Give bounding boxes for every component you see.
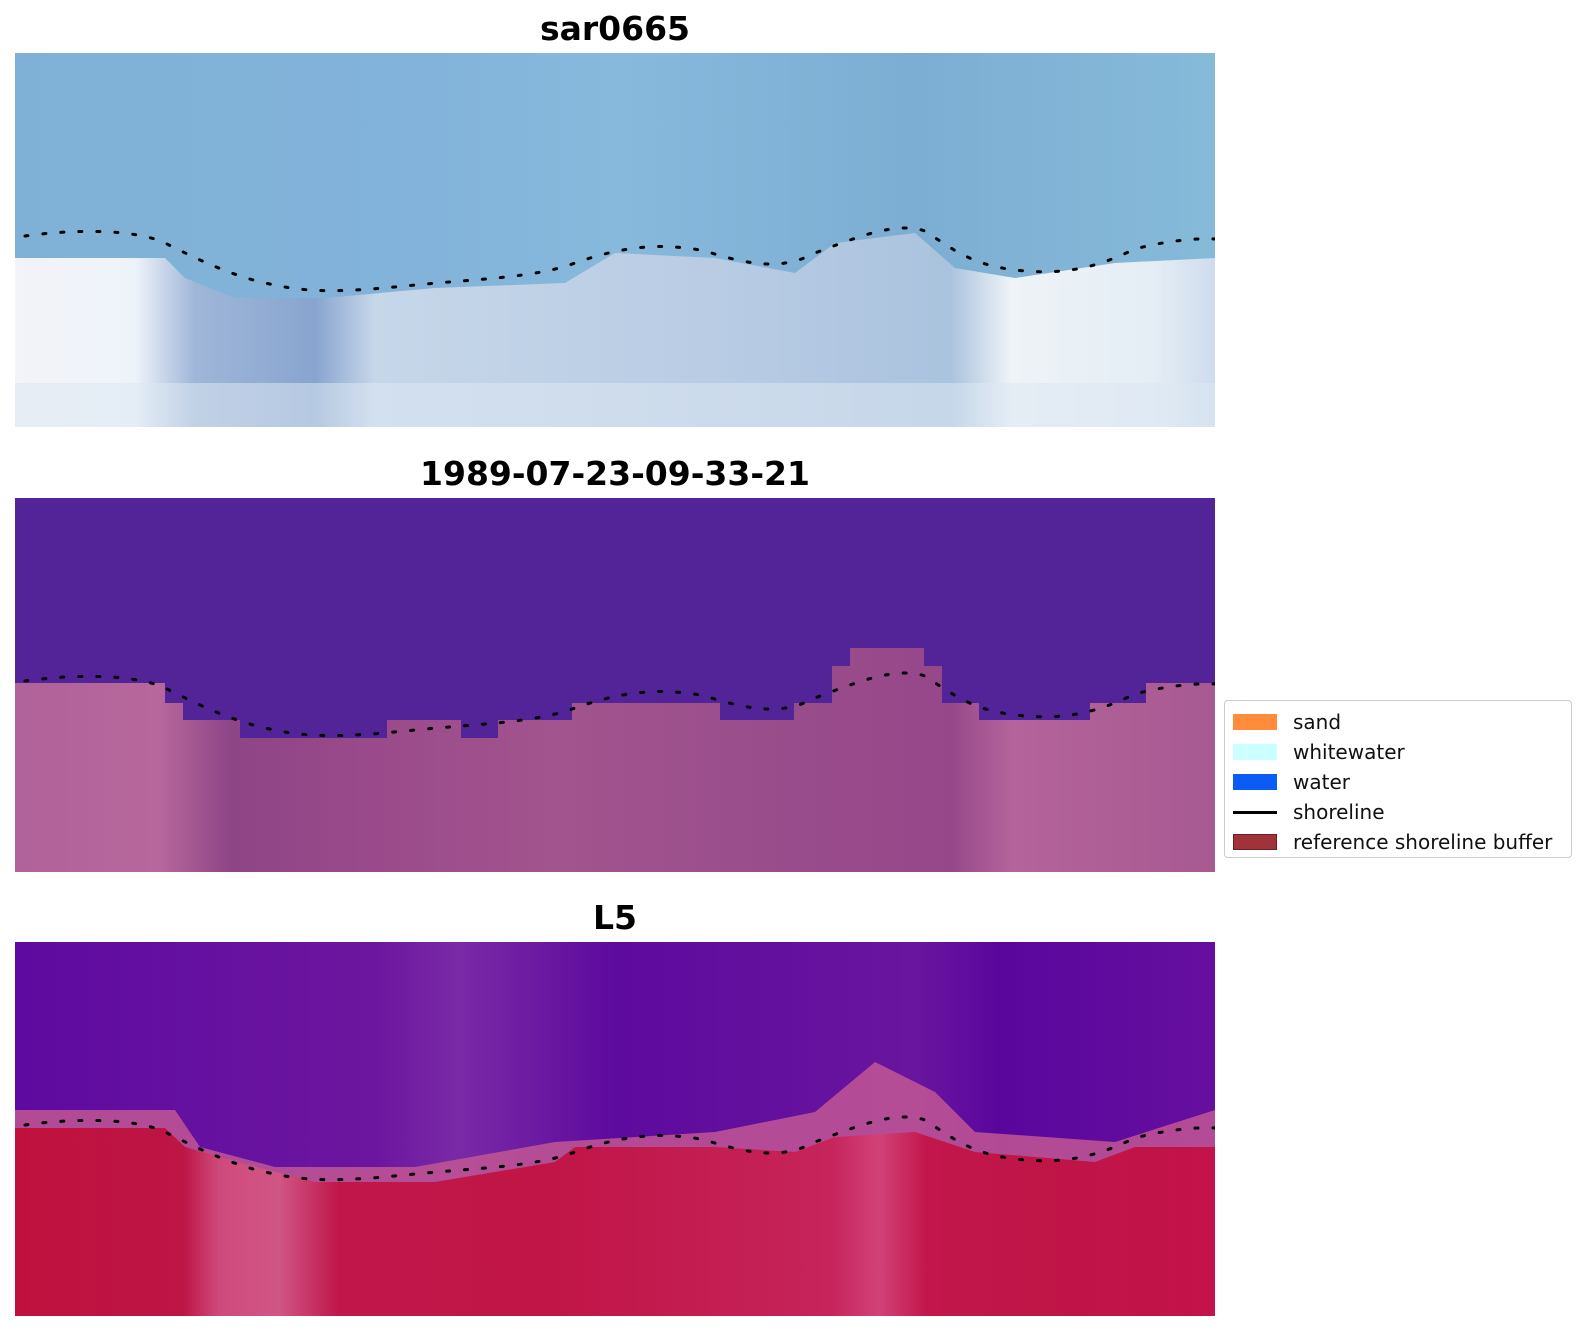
- legend-item-reference-buffer: reference shoreline buffer: [1233, 827, 1563, 857]
- sar-image-svg: [15, 53, 1215, 427]
- classification-image-svg: [15, 498, 1215, 872]
- panel-sar-image: [15, 53, 1215, 427]
- legend-label-sand: sand: [1293, 710, 1342, 734]
- sand-swatch: [1233, 714, 1277, 730]
- reference-buffer-swatch: [1233, 834, 1277, 850]
- shoreline-dots-2: [23, 671, 1215, 738]
- legend-label-reference-buffer: reference shoreline buffer: [1293, 830, 1553, 854]
- panel-classification-image: [15, 498, 1215, 872]
- legend-label-shoreline: shoreline: [1293, 800, 1385, 824]
- legend-item-whitewater: whitewater: [1233, 737, 1563, 767]
- legend-label-water: water: [1293, 770, 1350, 794]
- legend-item-shoreline: shoreline: [1233, 797, 1563, 827]
- panel-title-date: 1989-07-23-09-33-21: [420, 454, 810, 493]
- panel-title-sar: sar0665: [539, 9, 691, 48]
- index-image-svg: [15, 942, 1215, 1316]
- legend-label-whitewater: whitewater: [1293, 740, 1405, 764]
- legend: sand whitewater water shoreline referenc…: [1224, 700, 1572, 858]
- legend-item-sand: sand: [1233, 707, 1563, 737]
- legend-item-water: water: [1233, 767, 1563, 797]
- panel-title-index: L5: [593, 898, 637, 937]
- shoreline-line-swatch: [1233, 810, 1277, 814]
- panel-index-image: [15, 942, 1215, 1316]
- whitewater-swatch: [1233, 744, 1277, 760]
- shoreline-dots-1: [23, 226, 1215, 293]
- water-swatch: [1233, 774, 1277, 790]
- shoreline-dots-3: [23, 1115, 1215, 1182]
